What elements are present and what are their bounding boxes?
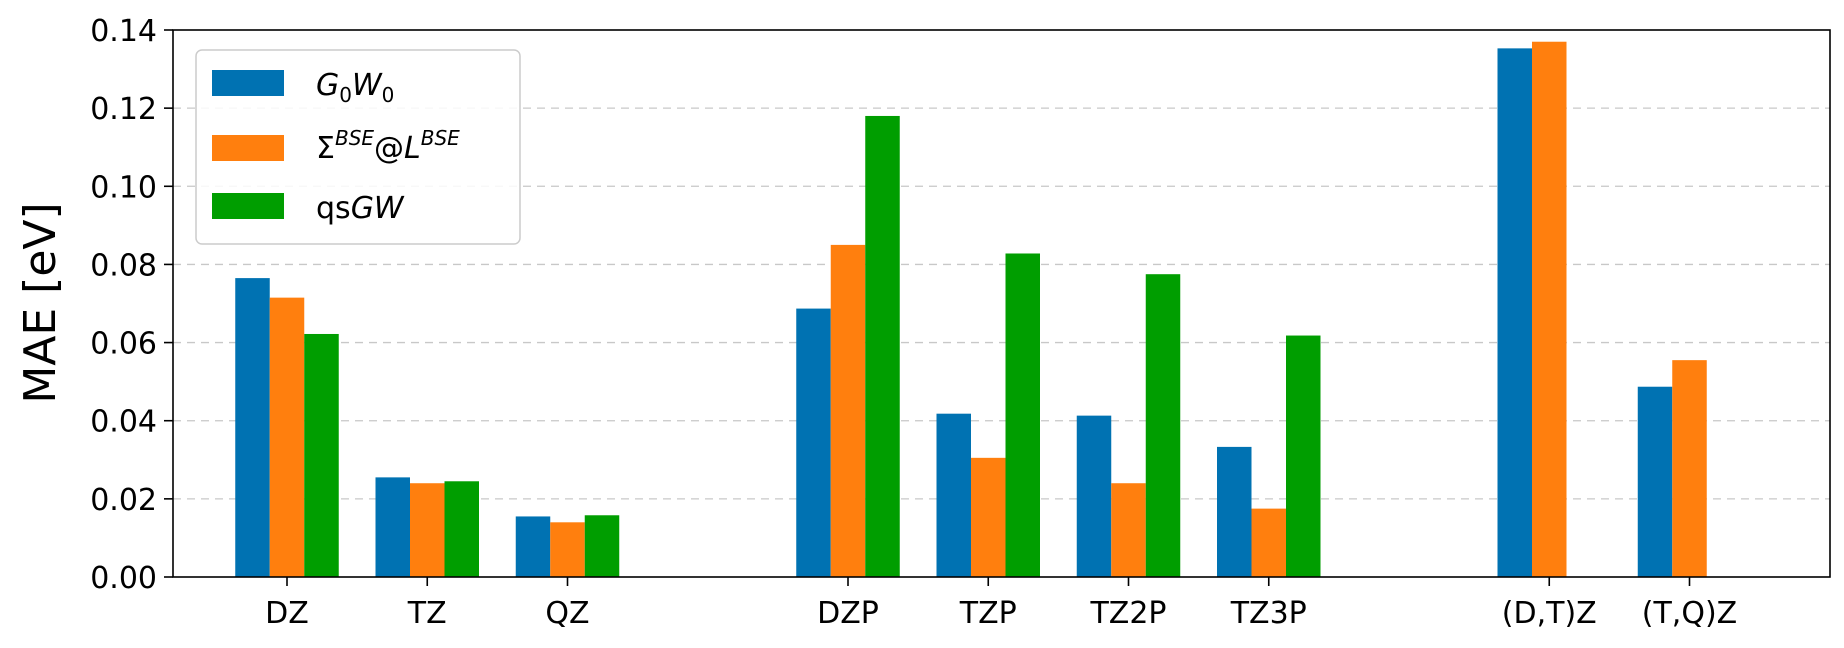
bar-qsgw-dz: [304, 333, 339, 577]
y-tick-label: 0.02: [90, 483, 157, 518]
x-tick-label-dzp: DZP: [817, 596, 879, 631]
bar-sigma-bse-tz: [410, 483, 445, 577]
y-axis: 0.00 0.02 0.04 0.06 0.08 0.10 0.12 0.14: [90, 14, 173, 596]
bar-sigma-bse-dz: [269, 297, 305, 577]
bar-sigma-bse-t-q-z: [1672, 360, 1707, 577]
bar-g0w0-dz: [235, 278, 270, 577]
y-tick-label: 0.10: [90, 170, 157, 205]
x-tick-label-dz: DZ: [265, 596, 309, 631]
x-tick-label-tz3p: TZ3P: [1230, 596, 1307, 631]
bar-qsgw-tz: [444, 481, 479, 577]
bar-g0w0-tz3p: [1217, 446, 1252, 577]
bars: [235, 41, 1707, 577]
y-tick-label: 0.14: [90, 14, 157, 49]
bar-g0w0-d-t-z: [1497, 48, 1532, 577]
legend-swatch-sigma-bse: [212, 135, 284, 161]
bar-g0w0-tz2p: [1076, 415, 1112, 577]
x-tick-label-d-t-z: (D,T)Z: [1502, 596, 1597, 631]
bar-g0w0-dzp: [796, 308, 831, 577]
legend-swatch-qsgw: [212, 193, 284, 219]
bar-qsgw-qz: [584, 515, 620, 577]
bar-sigma-bse-dzp: [830, 244, 866, 577]
x-tick-label-tzp: TZP: [959, 596, 1017, 631]
x-tick-label-tz: TZ: [407, 596, 447, 631]
y-tick-label: 0.00: [90, 561, 157, 596]
bar-sigma-bse-tz2p: [1111, 483, 1146, 577]
x-tick-label-t-q-z: (T,Q)Z: [1642, 596, 1737, 631]
x-tick-label-tz2p: TZ2P: [1089, 596, 1166, 631]
legend-label-g0w0: G0W0: [316, 68, 394, 107]
legend: G0W0 ΣBSE@LBSE qsGW: [195, 49, 521, 245]
y-tick-label: 0.12: [90, 92, 157, 127]
bar-sigma-bse-qz: [550, 522, 585, 577]
x-tick-label-qz: QZ: [545, 596, 589, 631]
y-tick-label: 0.06: [90, 327, 157, 362]
y-axis-title: MAE [eV]: [15, 202, 66, 403]
bar-g0w0-tz: [375, 477, 410, 577]
legend-label-qsgw: qsGW: [316, 191, 405, 226]
bar-sigma-bse-tzp: [971, 457, 1006, 577]
x-axis: DZ TZ QZ DZP TZP TZ2P TZ3P (D,T)Z (T,Q)Z: [265, 577, 1737, 631]
legend-label-sigma-bse: ΣBSE@LBSE: [316, 126, 460, 166]
bar-qsgw-dzp: [865, 115, 900, 577]
y-tick-label: 0.08: [90, 248, 157, 283]
bar-qsgw-tz3p: [1286, 335, 1321, 577]
legend-swatch-g0w0: [212, 70, 284, 96]
bar-g0w0-tzp: [936, 413, 971, 577]
bar-sigma-bse-tz3p: [1251, 508, 1286, 577]
bar-qsgw-tzp: [1005, 253, 1040, 577]
bar-g0w0-qz: [515, 516, 551, 577]
plot-frame: [172, 29, 1831, 578]
bar-qsgw-tz2p: [1145, 274, 1181, 577]
bar-sigma-bse-d-t-z: [1532, 41, 1567, 577]
bar-g0w0-t-q-z: [1637, 386, 1673, 577]
y-tick-label: 0.04: [90, 405, 157, 440]
